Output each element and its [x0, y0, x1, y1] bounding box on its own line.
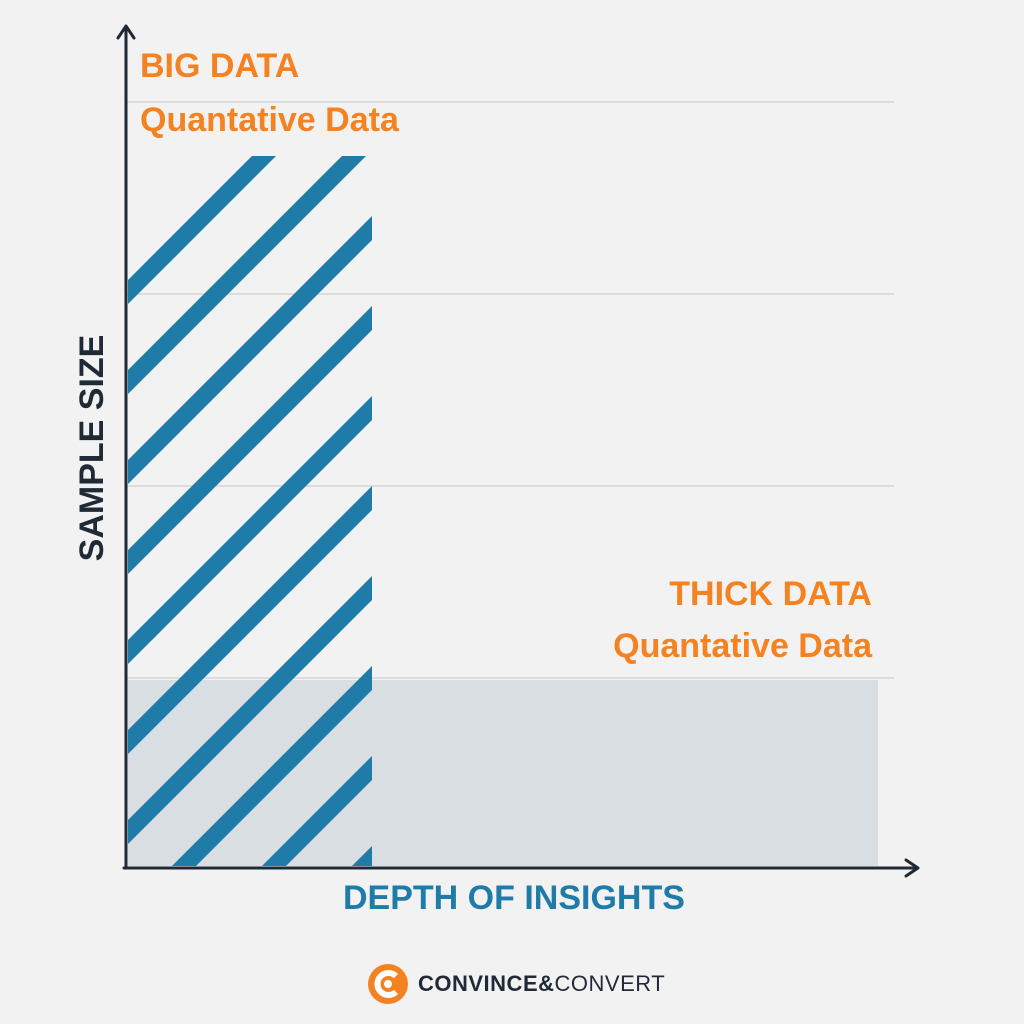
- y-axis-arrowhead: [116, 24, 136, 40]
- hatch-stripe: [128, 156, 327, 866]
- convince-and-convert-c-icon: [368, 964, 408, 1004]
- hatch-stripe: [128, 156, 372, 866]
- gridlines: [126, 101, 894, 679]
- y-axis-label: SAMPLE SIZE: [73, 334, 111, 562]
- hatch-lines: [128, 100, 1024, 900]
- thick-data-subtitle: Quantative Data: [613, 627, 872, 665]
- x-axis-label: DEPTH OF INSIGHTS: [343, 879, 685, 917]
- hatch-stripe: [143, 156, 372, 866]
- big-data-title: BIG DATA: [140, 47, 300, 85]
- brand-logo: CONVINCE&CONVERT: [366, 958, 665, 1010]
- logo-wordmark-light: CONVERT: [554, 971, 666, 996]
- hatch-stripe: [128, 156, 372, 866]
- hatch-stripe: [960, 100, 1024, 900]
- hatch-stripe: [128, 156, 372, 866]
- hatch-stripe: [870, 100, 1024, 900]
- x-axis-arrowhead: [904, 858, 920, 878]
- logo-wordmark: CONVINCE&CONVERT: [418, 971, 665, 997]
- logo-wordmark-strong: CONVINCE&: [418, 971, 555, 996]
- big-data-region: [128, 100, 1024, 900]
- hatch-stripe: [128, 156, 372, 866]
- hatch-stripe: [128, 156, 372, 866]
- hatch-stripe: [128, 156, 372, 866]
- big-data-subtitle: Quantative Data: [140, 101, 399, 139]
- thick-data-title: THICK DATA: [669, 575, 872, 613]
- axes: [116, 24, 920, 878]
